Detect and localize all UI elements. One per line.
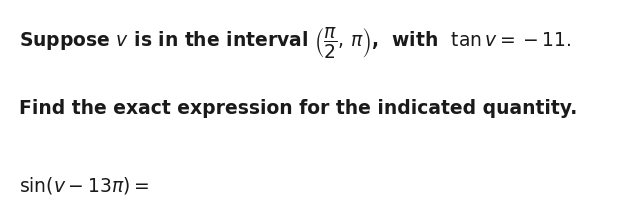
Text: Suppose $v$ is in the interval $\left(\dfrac{\pi}{2},\, \pi\right)$,  with  $\ta: Suppose $v$ is in the interval $\left(\d… [19, 25, 571, 60]
Text: Find the exact expression for the indicated quantity.: Find the exact expression for the indica… [19, 99, 577, 118]
Text: $\sin(v - 13\pi) =$: $\sin(v - 13\pi) =$ [19, 175, 149, 196]
